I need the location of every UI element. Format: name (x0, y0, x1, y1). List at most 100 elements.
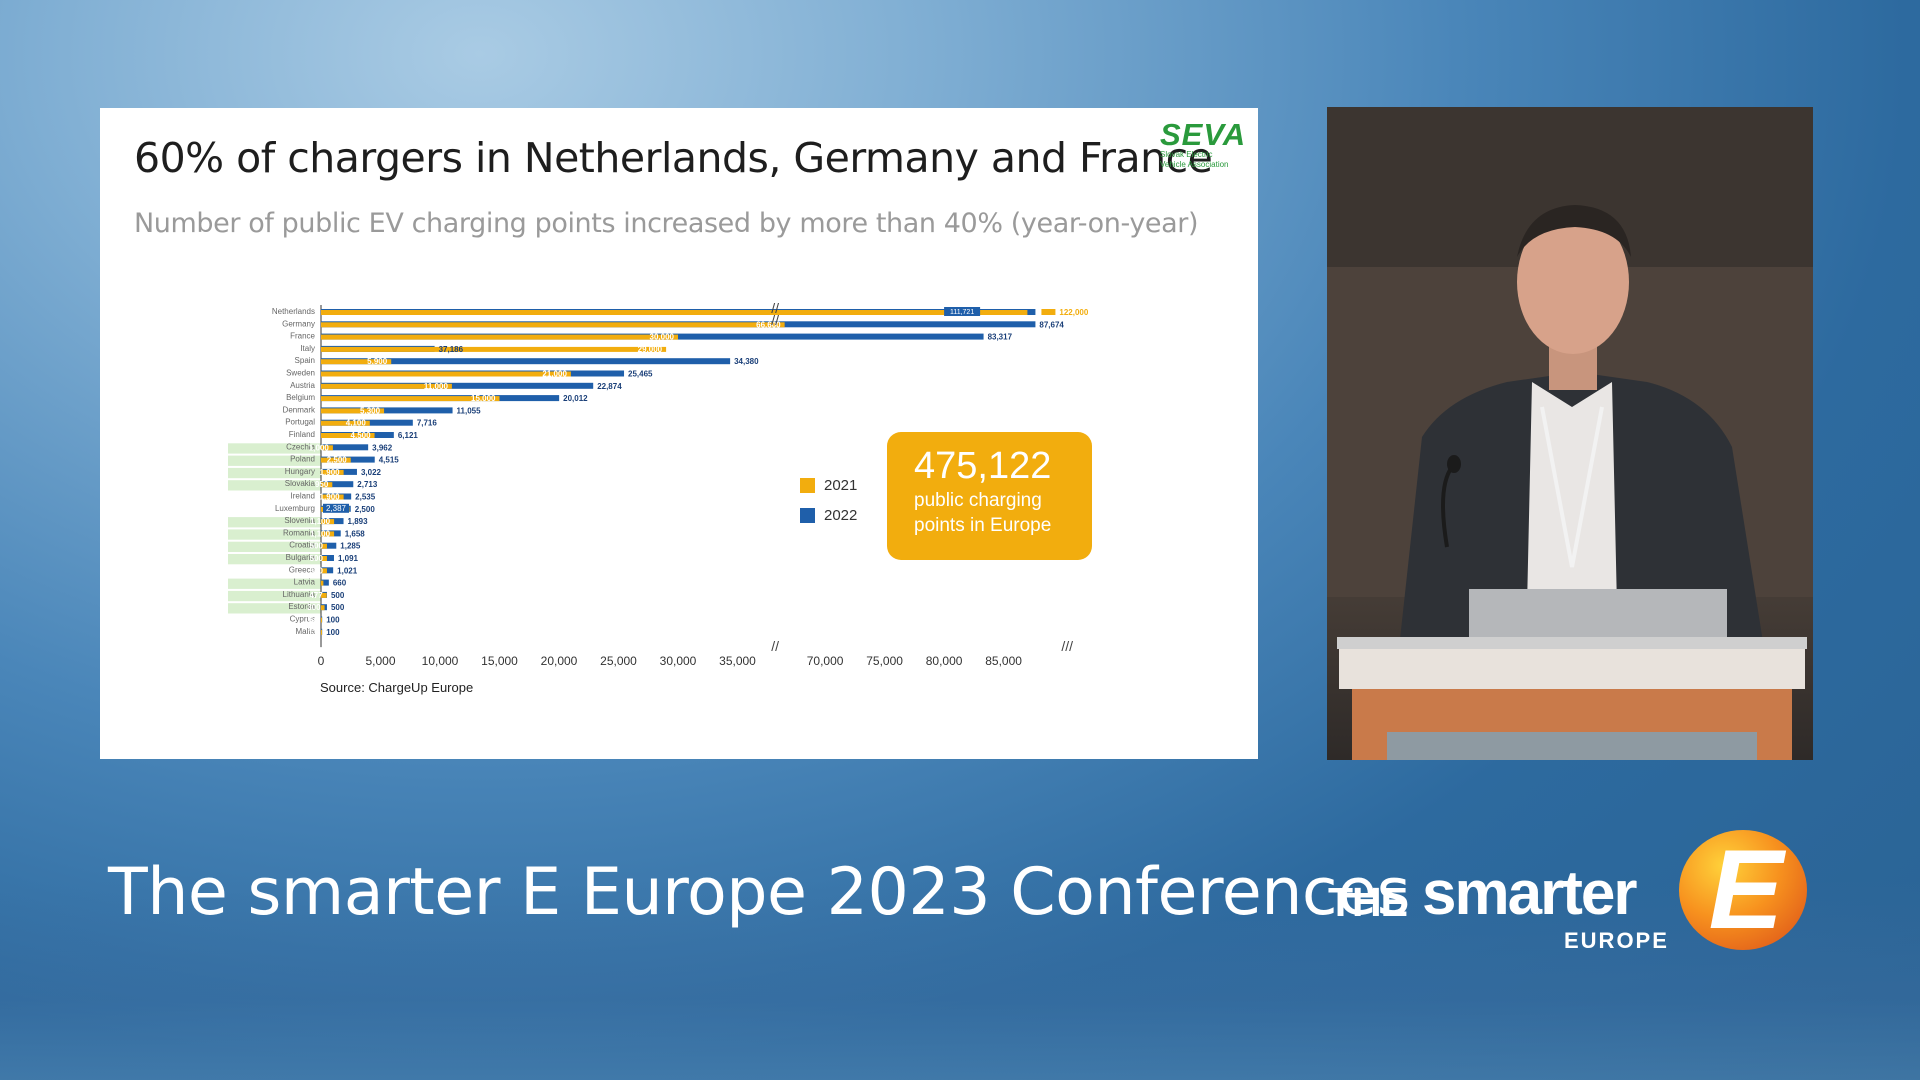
bar-label-2022: 100 (326, 616, 340, 625)
bar-2021 (321, 310, 1028, 315)
bar-label-2022: 100 (326, 628, 340, 637)
bar-label-2021: 21,000 (542, 370, 567, 379)
seva-logo-sub-2: Vehicle Association (1160, 160, 1229, 169)
bar-overflow-segment (1041, 309, 1056, 315)
category-label: Malta (295, 627, 315, 636)
presenter-video (1327, 107, 1813, 760)
annotation-box-luxemburg (323, 503, 349, 513)
bar-label-2021: 4,100 (346, 419, 367, 428)
presentation-slide: 60% of chargers in Netherlands, Germany … (100, 108, 1258, 759)
bar-label-2021: 5,900 (367, 357, 388, 366)
bar-label-2022: 2,713 (357, 480, 378, 489)
highlight-band (228, 554, 321, 565)
bar-2021 (321, 605, 325, 611)
category-label: Belgium (286, 393, 315, 402)
brand-the: THE (1328, 879, 1408, 925)
category-label: Austria (290, 381, 315, 390)
category-label: Ireland (291, 492, 315, 501)
category-label: Germany (282, 319, 315, 328)
category-label: Poland (290, 455, 315, 464)
bar-label-2022: 2,500 (355, 505, 376, 514)
bar-2021 (321, 617, 322, 623)
bar-label-2022: 3,962 (372, 443, 393, 452)
bar-2021 (321, 494, 344, 500)
bar-label-2022: 3,022 (361, 468, 382, 477)
seva-logo-sub-1: Slovak Electric (1160, 150, 1213, 159)
seva-logo: SEVA Slovak Electric Vehicle Association (1160, 119, 1250, 170)
bar-2022 (321, 407, 453, 414)
axis-break-mark: // (771, 300, 779, 316)
category-label: Luxemburg (275, 504, 315, 513)
bar-2022 (321, 555, 334, 561)
bar-label-2022: 500 (331, 591, 345, 600)
x-tick-label: 70,000 (807, 654, 844, 668)
bar-2021 (321, 592, 327, 598)
source-note: Source: ChargeUp Europe (320, 680, 474, 695)
bar-label-2022: 7,716 (417, 419, 438, 428)
bar-label-2021: 477 (309, 591, 323, 600)
x-tick-label: 5,000 (365, 654, 395, 668)
bar-label-2021: 2,500 (327, 456, 348, 465)
x-tick-label: 20,000 (541, 654, 578, 668)
legend-label-2022: 2022 (824, 506, 858, 524)
bar-label-2022: 500 (331, 603, 345, 612)
bar-label-2022: 122,000 (1059, 308, 1088, 317)
bar-label-2021: 1,900 (320, 493, 341, 502)
bar-2021 (321, 457, 351, 463)
x-tick-label: 25,000 (600, 654, 637, 668)
bar-2022 (321, 444, 369, 451)
category-label: Finland (289, 430, 315, 439)
bar-label-2021: 500 (310, 554, 324, 563)
bar-label-2021: 30,000 (650, 333, 675, 342)
bar-2021 (321, 519, 335, 525)
bar-2021 (321, 568, 327, 574)
legend-swatch-2022 (800, 507, 815, 523)
bar-2022 (321, 567, 334, 574)
highlight-band (228, 541, 321, 552)
x-tick-label: 30,000 (660, 654, 697, 668)
highlight-band (228, 590, 321, 602)
category-label: Croatia (289, 541, 315, 550)
bar-2021 (321, 580, 324, 586)
bar-label-2021: 64 (309, 616, 318, 625)
x-tick-label: 75,000 (866, 654, 903, 668)
highlight-band (228, 578, 321, 589)
legend-swatch-2021 (800, 477, 815, 493)
highlight-band (228, 443, 321, 454)
bar-label-2022: 1,658 (345, 529, 366, 538)
bar-label-2021: 300 (307, 603, 321, 612)
annotation-netherlands: 111,721 (950, 309, 974, 316)
x-tick-label: 80,000 (926, 654, 963, 668)
bar-2021 (321, 629, 322, 635)
annotation-luxemburg: 2,387 (326, 504, 347, 513)
legend-item-2022: 2022 (800, 500, 857, 530)
total-callout: 475,122 public charging points in Europe (887, 432, 1092, 560)
bar-2021 (321, 469, 344, 475)
bar-2021 (321, 556, 327, 561)
category-label: Slovakia (285, 479, 316, 488)
bar-2021 (321, 322, 785, 328)
charging-points-bar-chart: Netherlands 122,000 Germany 66,600 87,674 Fra… (228, 300, 1089, 668)
bar-label-2021: 1,100 (310, 529, 331, 538)
bar-2021 (321, 531, 335, 537)
axis-break-mark: // (771, 312, 779, 328)
x-tick-label: 35,000 (719, 654, 756, 668)
bar-label-2021: 1,000 (309, 443, 330, 452)
bar-label-2022: 83,317 (988, 333, 1013, 342)
bar-label-2022: 11,055 (457, 406, 482, 415)
category-label: Spain (295, 356, 315, 365)
bar-label-2022: 1,893 (348, 517, 369, 526)
category-label: Sweden (286, 369, 315, 378)
bar-2021 (321, 433, 375, 438)
bar-label-2022: 4,515 (379, 456, 400, 465)
bar-label-2021: 500 (310, 566, 324, 575)
bar-label-2022: 37,186 (439, 345, 464, 354)
bar-label-2021: 500 (310, 542, 324, 551)
slide-subtitle: Number of public EV charging points incr… (134, 208, 1199, 239)
bar-label-2021: 4,500 (351, 431, 372, 440)
category-label: Portugal (285, 418, 315, 427)
bar-label-2021: 950 (315, 480, 329, 489)
bar-2021 (321, 346, 667, 352)
bar-2022 (321, 542, 337, 549)
e-emblem-letter: E (1709, 828, 1787, 952)
